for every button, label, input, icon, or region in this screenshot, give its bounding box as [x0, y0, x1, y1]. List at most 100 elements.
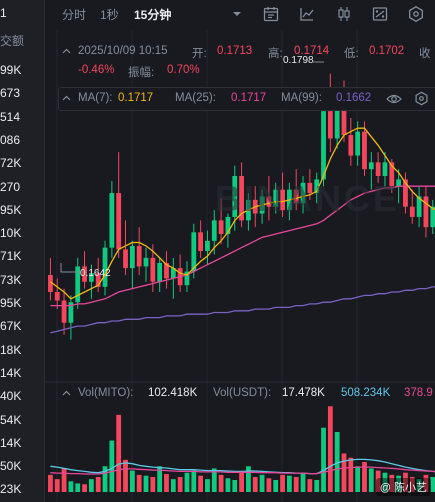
high-price-marker: 0.1798 [283, 55, 314, 66]
volume-bar [218, 474, 224, 492]
tab-time-sharing[interactable]: 分时 [62, 8, 87, 22]
volume-bar [75, 483, 81, 492]
volume-bar [68, 481, 74, 492]
candle-body [211, 220, 217, 241]
candle-body [348, 135, 354, 156]
left-panel-header: 1 [0, 6, 7, 20]
candlestick-icon[interactable] [335, 5, 353, 23]
candle-body [314, 179, 320, 194]
volume-bar [48, 474, 53, 492]
candle-body [396, 179, 402, 187]
volume-bar [95, 477, 101, 492]
volume-collapse-chevron-icon[interactable] [62, 389, 71, 398]
turnover-value: 14K [0, 435, 22, 450]
volume-bar [109, 440, 115, 492]
candle-body [150, 257, 156, 282]
turnover-value: 95K [0, 296, 22, 310]
candle-body [48, 274, 53, 292]
candle-body [430, 206, 435, 228]
candle-body [88, 273, 94, 282]
turnover-value: 73K [0, 272, 22, 287]
volume-bar [129, 470, 135, 492]
volume-bar [239, 472, 244, 492]
candle-body [375, 162, 381, 176]
amplitude-label: 振幅: [128, 67, 155, 79]
volume-bar [177, 477, 183, 492]
volume-bar [300, 472, 306, 492]
candle-body [218, 220, 224, 234]
volume-bar [266, 478, 272, 492]
vol-mito-label: Vol(MITO): [78, 387, 134, 399]
close-label: 收 [419, 48, 431, 60]
candle-body [61, 300, 67, 323]
ma-collapse-chevron-icon[interactable] [62, 94, 71, 103]
collapse-chevron-icon[interactable] [62, 47, 71, 56]
candle-body [164, 263, 169, 279]
vol-ma2-value: 378.9 [404, 387, 433, 399]
volume-bar [368, 468, 374, 492]
indicator-settings-icon[interactable] [371, 5, 389, 23]
candle-body [184, 271, 190, 286]
volume-bar [232, 480, 238, 492]
volume-bar [280, 474, 285, 492]
candle-body [423, 196, 429, 228]
turnover-value: 514 [0, 109, 21, 124]
left-panel: 1 交额 99K 673 514 086 72K 270 95K 10K 71K 73K 95K 67… [0, 0, 45, 502]
turnover-value: 23K [0, 482, 22, 497]
volume-bar [225, 478, 231, 492]
volume-bar [252, 477, 258, 492]
calendar-icon[interactable] [262, 5, 280, 23]
ma7-label: MA(7): [78, 92, 113, 104]
candle-body [205, 240, 210, 252]
turnover-value: 50K [0, 459, 22, 474]
chevron-down-icon[interactable] [228, 5, 246, 23]
ma-settings-icon[interactable] [414, 91, 429, 106]
vol-mito-value: 102.418K [148, 387, 198, 399]
candle-body [300, 182, 306, 204]
volume-bar [198, 475, 204, 492]
candle-body [239, 176, 244, 221]
candle-body [82, 266, 87, 282]
candle-body [102, 247, 108, 287]
volume-bar [259, 474, 265, 492]
volume-bar [423, 474, 429, 492]
volume-bar [375, 470, 381, 492]
candle-body [409, 206, 415, 217]
volume-bar [430, 477, 435, 492]
candle-body [403, 179, 408, 207]
volume-bar [403, 472, 408, 492]
tab-interval-15m[interactable]: 15分钟 [134, 8, 172, 22]
line-chart-icon[interactable] [298, 5, 316, 23]
vol-usdt-value: 17.478K [282, 387, 325, 399]
candle-body [116, 193, 122, 250]
low-label: 低: [344, 48, 359, 60]
high-label: 高: [268, 48, 283, 60]
ma25-value: 0.1717 [231, 92, 267, 104]
eye-icon[interactable] [386, 92, 402, 106]
volume-bar [205, 479, 210, 492]
candle-body [198, 232, 204, 252]
volume-bar [102, 466, 108, 492]
candle-body [293, 189, 299, 204]
candle-body [266, 196, 272, 207]
turnover-value: 67K [0, 319, 22, 334]
candle-body [157, 263, 163, 282]
volume-bar [286, 475, 292, 492]
tab-interval-1s[interactable]: 1秒 [100, 8, 119, 22]
ma25-line [50, 185, 435, 307]
volume-bar [150, 477, 156, 492]
volume-bar [355, 466, 361, 492]
turnover-value: 10K [0, 226, 22, 241]
low-price-marker: 0.1642 [80, 268, 111, 279]
candle-body [273, 189, 279, 207]
candle-body [280, 189, 285, 211]
ma7-line [50, 127, 435, 300]
change-percent: -0.46% [78, 64, 115, 76]
volume-bar [409, 477, 415, 492]
amplitude-value: 0.70% [167, 64, 200, 76]
volume-bar [136, 474, 142, 492]
volume-bar [54, 479, 60, 492]
settings-hexagon-icon[interactable] [407, 5, 425, 23]
volume-bar [88, 479, 94, 492]
candle-body [75, 266, 81, 303]
